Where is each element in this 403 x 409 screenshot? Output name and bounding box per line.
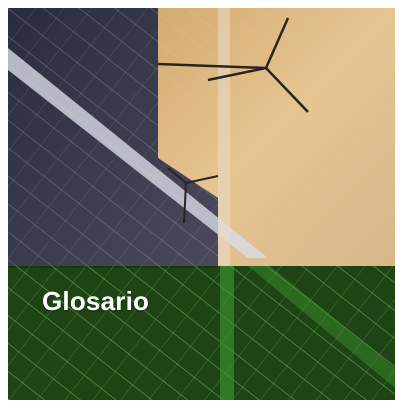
glossary-tile[interactable]: Glosario <box>8 8 395 400</box>
wind-turbine <box>157 17 309 113</box>
green-grid <box>8 266 395 400</box>
wind-turbine <box>167 167 219 224</box>
panel-frame <box>218 8 230 268</box>
panel-frame <box>8 48 268 258</box>
green-frame <box>248 266 395 388</box>
tile-image <box>8 8 395 400</box>
green-frame <box>220 266 234 400</box>
tile-title: Glosario <box>42 286 150 316</box>
